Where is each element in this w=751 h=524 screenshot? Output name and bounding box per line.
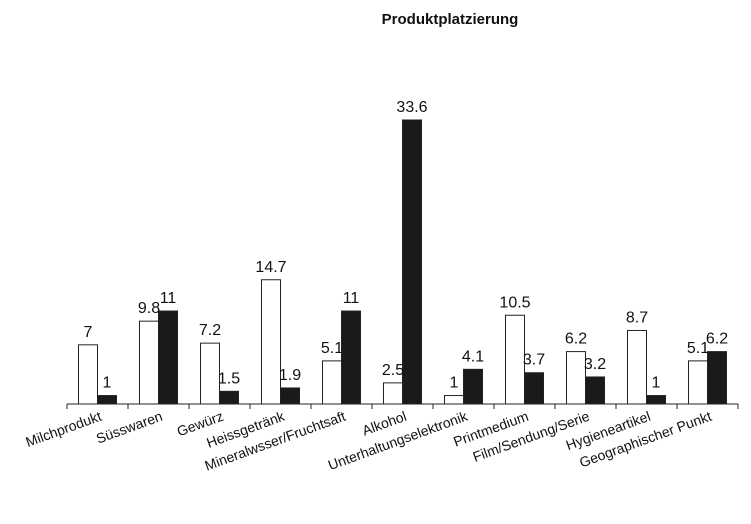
bar [463, 368, 483, 405]
bar [139, 320, 159, 405]
bar [566, 351, 586, 405]
bar [341, 310, 361, 405]
x-tick-label: Süsswaren [94, 408, 165, 447]
data-label: 6.2 [706, 331, 728, 348]
data-label: 33.6 [396, 99, 427, 116]
bar [524, 372, 544, 405]
bar [78, 344, 98, 405]
data-label: 10.5 [499, 294, 530, 311]
bar [402, 119, 422, 405]
data-label: 5.1 [687, 340, 709, 357]
bar [383, 382, 403, 405]
data-label: 11 [343, 290, 360, 307]
data-label: 1 [652, 375, 661, 392]
bar [505, 314, 525, 405]
x-tick-label: Milchprodukt [23, 408, 103, 450]
chart-title: Produktplatzierung [382, 11, 519, 28]
data-label: 14.7 [255, 259, 286, 276]
bar [688, 360, 708, 405]
bar [646, 395, 666, 405]
bars-group [78, 119, 727, 405]
data-label: 1 [450, 375, 459, 392]
bar [261, 279, 281, 405]
bar [627, 329, 647, 405]
data-label: 3.2 [584, 356, 606, 373]
data-labels-group: 719.8117.21.514.71.95.1112.533.614.110.5… [84, 99, 729, 392]
data-label: 9.8 [138, 300, 160, 317]
bar [280, 387, 300, 405]
data-label: 1.5 [218, 370, 240, 387]
data-label: 1 [103, 375, 112, 392]
bar [158, 310, 178, 405]
data-label: 11 [160, 290, 177, 307]
data-label: 7 [84, 324, 93, 341]
data-label: 5.1 [321, 340, 343, 357]
data-label: 7.2 [199, 322, 221, 339]
data-label: 2.5 [382, 362, 404, 379]
bar [322, 360, 342, 405]
bar [200, 342, 220, 405]
bar [444, 395, 464, 405]
bar [707, 351, 727, 405]
data-label: 4.1 [462, 348, 484, 365]
bar [97, 395, 117, 405]
bar [585, 376, 605, 405]
data-label: 3.7 [523, 352, 545, 369]
data-label: 6.2 [565, 331, 587, 348]
bar [219, 390, 239, 405]
data-label: 8.7 [626, 309, 648, 326]
data-label: 1.9 [279, 367, 301, 384]
